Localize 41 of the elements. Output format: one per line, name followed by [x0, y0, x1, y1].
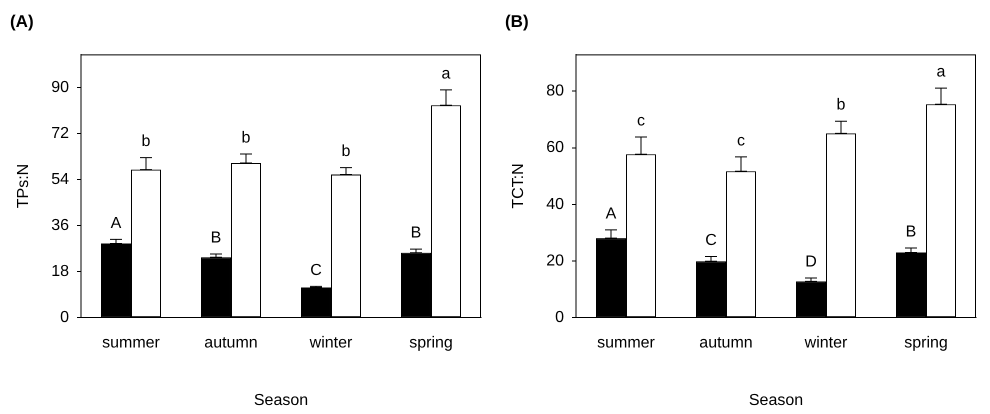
chart-title: (A) [10, 12, 34, 31]
x-tick-label: summer [597, 334, 656, 352]
y-tick-label: 18 [51, 263, 70, 280]
annotation: A [110, 214, 122, 232]
annotation: b [142, 133, 151, 150]
x-tick-label: autumn [699, 334, 753, 352]
x-axis-title: Season [254, 392, 308, 409]
y-axis-title: TPs:N [15, 164, 32, 208]
annotation: C [310, 262, 322, 279]
annotation: B [906, 223, 916, 240]
annotation: c [636, 112, 645, 130]
annotation: C [705, 232, 717, 249]
annotation: D [805, 253, 817, 270]
annotation: B [210, 229, 222, 246]
y-tick-label: 20 [546, 252, 564, 270]
y-tick-label: 54 [51, 171, 70, 188]
x-tick-label: winter [308, 334, 354, 352]
y-tick-label: 0 [555, 309, 564, 326]
y-axis-title: TCT:N [510, 163, 528, 209]
annotation: b [342, 143, 351, 160]
x-axis-title: Season [748, 392, 804, 409]
x-tick-label: winter [804, 334, 848, 352]
y-tick-label: 36 [51, 217, 70, 234]
annotation: a [936, 63, 946, 80]
y-tick-label: 90 [51, 79, 70, 96]
y-tick-label: 40 [546, 196, 564, 213]
x-tick-label: spring [904, 334, 948, 352]
y-tick-label: 60 [546, 139, 564, 156]
x-tick-label: summer [102, 334, 161, 352]
annotation: b [242, 129, 251, 146]
annotation: B [410, 224, 422, 242]
y-tick-label: 80 [546, 82, 564, 100]
annotation: c [737, 132, 745, 150]
annotation: b [836, 96, 846, 114]
x-tick-label: spring [409, 334, 453, 352]
annotation: a [442, 65, 451, 82]
x-tick-label: autumn [204, 334, 258, 352]
annotation: A [606, 205, 617, 222]
chart-title: (B) [505, 12, 529, 31]
y-tick-label: 0 [60, 309, 70, 326]
y-tick-label: 72 [51, 125, 70, 142]
